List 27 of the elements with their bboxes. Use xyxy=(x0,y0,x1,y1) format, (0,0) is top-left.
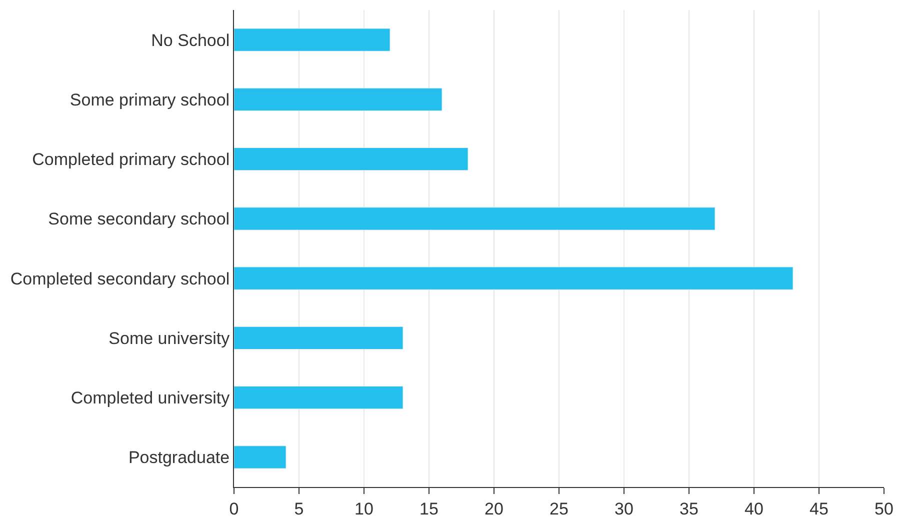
y-tick-label: Postgraduate xyxy=(128,448,230,468)
y-tick-label: Completed secondary school xyxy=(10,269,230,288)
x-tick-label: 40 xyxy=(744,499,764,518)
y-tick-label: Some secondary school xyxy=(48,210,230,229)
x-tick-label: 5 xyxy=(294,499,304,518)
y-tick-label: Some primary school xyxy=(70,90,230,110)
x-tick-label: 50 xyxy=(874,499,894,518)
bar xyxy=(234,207,716,230)
x-tick-label: 10 xyxy=(354,499,374,518)
x-tick-label: 0 xyxy=(229,499,239,518)
x-tick-label: 20 xyxy=(484,499,504,518)
bar xyxy=(234,446,286,469)
y-tick-label: No School xyxy=(151,30,230,50)
x-tick-label: 30 xyxy=(614,499,634,518)
bar xyxy=(234,88,442,112)
bar xyxy=(234,326,404,350)
y-tick-label: Completed primary school xyxy=(32,150,230,170)
x-tick-label: 45 xyxy=(810,499,828,518)
bar xyxy=(234,266,794,290)
y-tick-label: Some university xyxy=(108,328,230,348)
y-tick-label: Completed university xyxy=(70,388,230,408)
x-tick-label: 15 xyxy=(420,499,438,518)
bar xyxy=(234,28,390,52)
x-tick-label: 35 xyxy=(680,499,698,518)
bar xyxy=(234,147,468,171)
x-tick-label: 25 xyxy=(550,499,568,518)
bar xyxy=(234,386,404,410)
